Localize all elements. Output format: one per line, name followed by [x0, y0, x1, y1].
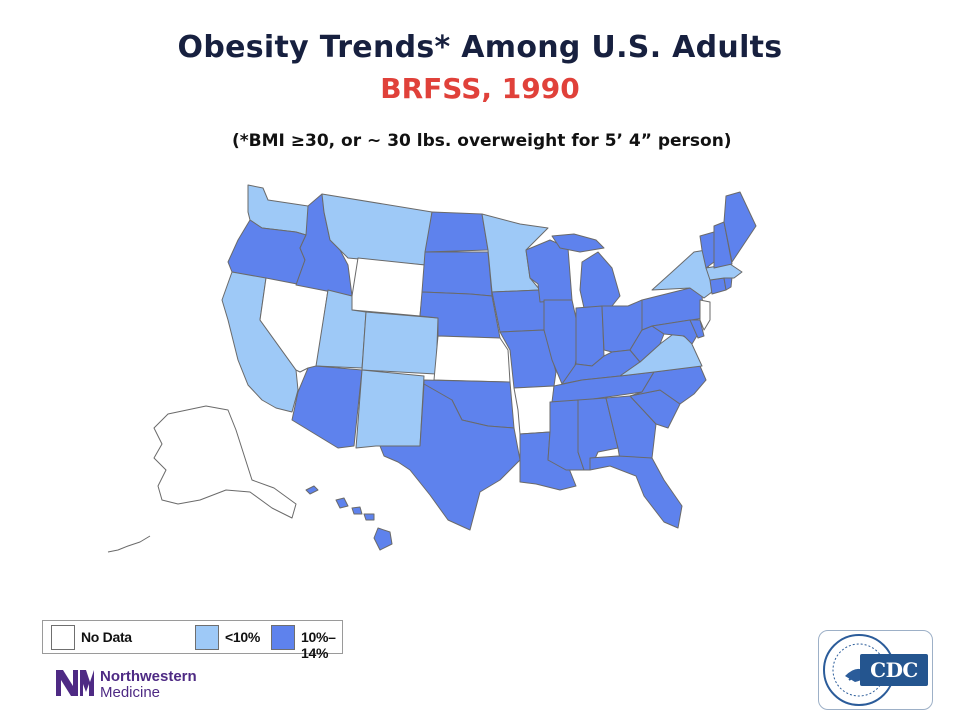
legend-label-10-14: 10%–14% [301, 629, 336, 661]
state-delaware [689, 319, 705, 339]
cdc-logo: CDC [860, 654, 928, 686]
state-arizona [291, 365, 363, 449]
state-alaska-islands [107, 535, 151, 553]
northwestern-n-icon [56, 670, 94, 696]
state-maine [723, 191, 757, 263]
state-new-mexico [355, 369, 425, 449]
state-south-dakota [421, 251, 493, 297]
state-hawaii-island-3 [351, 506, 363, 515]
state-north-dakota [424, 211, 489, 253]
northwestern-medicine-logo: Northwestern Medicine [56, 667, 216, 701]
legend-swatch-under-10 [195, 625, 219, 650]
state-alaska [153, 405, 297, 519]
state-hawaii-island-4 [363, 513, 375, 521]
state-hawaii-island-5 [373, 527, 393, 551]
state-connecticut [709, 277, 727, 295]
state-rhode-island [723, 276, 733, 291]
legend-label-no-data: No Data [81, 629, 132, 645]
legend-swatch-no-data [51, 625, 75, 650]
state-texas [379, 383, 521, 531]
northwestern-text: Northwestern [100, 668, 197, 685]
page-title: Obesity Trends* Among U.S. Adults [177, 30, 783, 65]
legend-swatch-10-14 [271, 625, 295, 650]
state-florida [589, 455, 683, 529]
legend-label-under-10: <10% [225, 629, 260, 645]
state-new-hampshire [713, 221, 733, 269]
state-kansas [433, 335, 511, 383]
state-colorado [361, 311, 439, 375]
state-massachusetts [705, 263, 743, 281]
state-indiana [575, 305, 605, 367]
bmi-footnote: (*BMI ≥30, or ~ 30 lbs. overweight for 5… [232, 131, 732, 151]
page-subtitle: BRFSS, 1990 [380, 72, 580, 105]
medicine-text: Medicine [100, 684, 161, 701]
state-michigan [579, 251, 621, 309]
hhs-seal-icon [823, 634, 895, 706]
state-hawaii-island-2 [335, 497, 349, 509]
state-michigan-upper [551, 233, 605, 253]
map-legend: No Data <10% 10%–14% [42, 620, 343, 661]
state-arkansas [513, 385, 555, 435]
state-new-jersey [699, 299, 711, 331]
state-vermont [699, 231, 715, 269]
cdc-logo-frame [818, 630, 933, 710]
state-wyoming [351, 257, 426, 317]
state-hawaii-island-1 [305, 485, 319, 495]
